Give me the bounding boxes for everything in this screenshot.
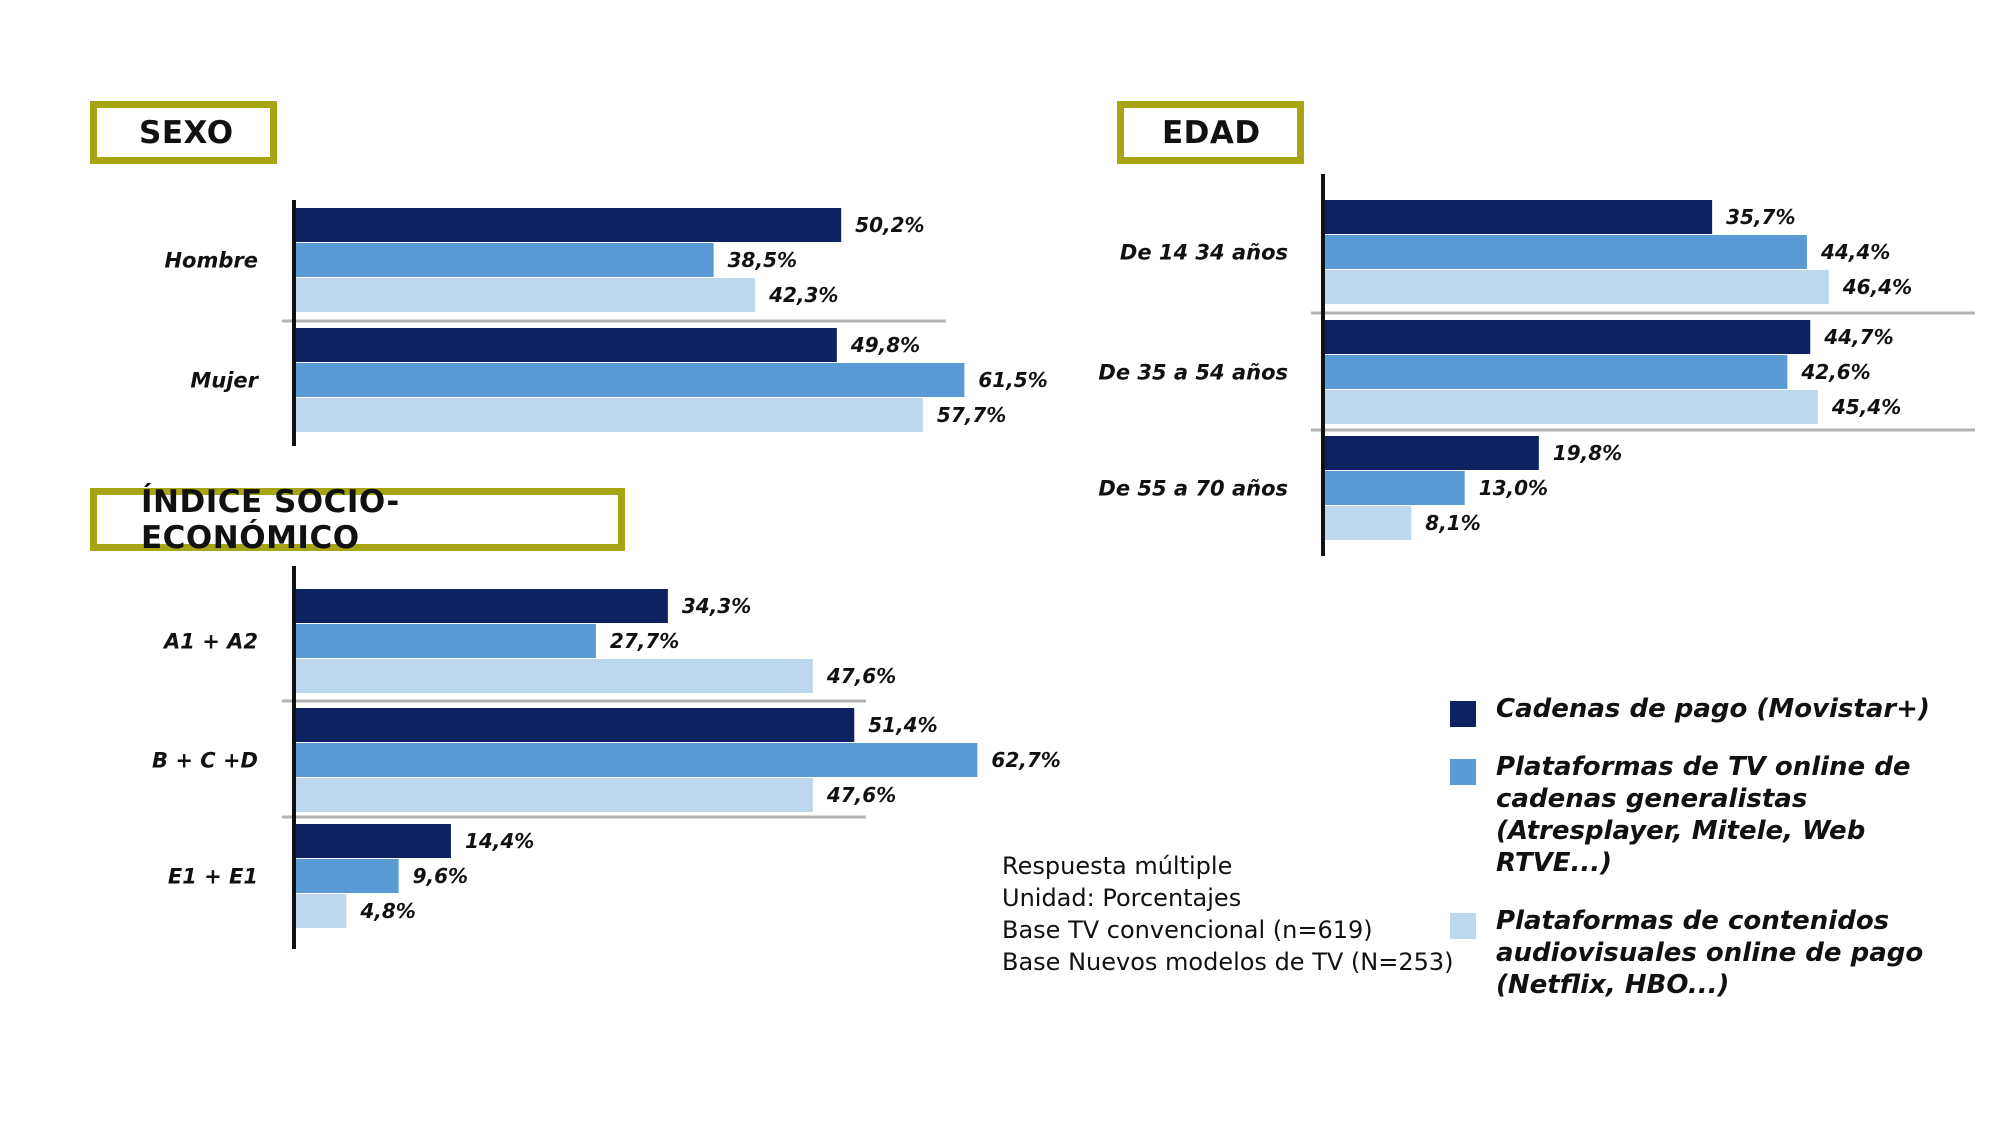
bar (294, 328, 837, 362)
category-label: A1 + A2 (162, 630, 258, 654)
bar (294, 743, 978, 777)
note-line: Unidad: Porcentajes (1002, 884, 1242, 912)
bar (1323, 355, 1788, 389)
data-label: 14,4% (465, 829, 534, 853)
category-label: Hombre (164, 249, 258, 273)
data-label: 44,4% (1820, 240, 1890, 264)
legend: Cadenas de pago (Movistar+) Plataformas … (1450, 693, 1970, 1027)
data-label: 42,6% (1800, 360, 1870, 384)
data-label: 42,3% (768, 283, 838, 307)
data-label: 49,8% (850, 333, 920, 357)
category-label: De 14 34 años (1120, 241, 1288, 265)
bar (294, 824, 451, 858)
data-label: 57,7% (937, 403, 1006, 427)
note-line: Respuesta múltiple (1002, 852, 1233, 880)
data-label: 34,3% (682, 594, 751, 618)
data-label: 13,0% (1479, 476, 1548, 500)
category-label: E1 + E1 (168, 865, 258, 889)
section-title-indice: ÍNDICE SOCIO-ECONÓMICO (141, 483, 400, 556)
data-label: 47,6% (826, 664, 896, 688)
section-title-edad: EDAD (1162, 114, 1261, 151)
bar (1323, 235, 1807, 269)
data-label: 27,7% (610, 629, 679, 653)
data-label: 4,8% (359, 899, 415, 923)
bar (1323, 320, 1811, 354)
bar (294, 859, 399, 893)
bar (294, 659, 813, 693)
legend-swatch (1450, 759, 1476, 785)
title-box-edad: EDAD (1117, 101, 1304, 164)
data-label: 19,8% (1553, 441, 1622, 465)
title-box-sexo: SEXO (90, 101, 277, 164)
category-label: B + C +D (152, 749, 258, 773)
category-label: Mujer (190, 369, 259, 393)
legend-item: Cadenas de pago (Movistar+) (1450, 693, 1970, 727)
bar (1323, 436, 1539, 470)
bar (1323, 471, 1465, 505)
bar (294, 778, 813, 812)
data-label: 51,4% (868, 713, 937, 737)
legend-swatch (1450, 701, 1476, 727)
data-label: 62,7% (991, 748, 1060, 772)
bar (1323, 390, 1818, 424)
data-label: 47,6% (826, 783, 896, 807)
legend-swatch (1450, 913, 1476, 939)
legend-label: Plataformas de TV online de cadenas gene… (1496, 752, 1911, 878)
note-line: Base TV convencional (n=619) (1002, 916, 1373, 944)
bar (294, 278, 756, 312)
legend-label: Plataformas de contenidos audiovisuales … (1496, 906, 1924, 1000)
data-label: 8,1% (1425, 511, 1480, 535)
legend-item: Plataformas de TV online de cadenas gene… (1450, 751, 1970, 879)
note-line: Base Nuevos modelos de TV (N=253) (1002, 948, 1454, 976)
legend-item: Plataformas de contenidos audiovisuales … (1450, 905, 1970, 1001)
category-label: De 35 a 54 años (1098, 361, 1288, 385)
data-label: 50,2% (855, 213, 924, 237)
bar (294, 243, 714, 277)
bar (1323, 270, 1829, 304)
bar (294, 624, 596, 658)
bar (294, 208, 842, 242)
data-label: 45,4% (1831, 395, 1901, 419)
category-label: De 55 a 70 años (1098, 477, 1288, 501)
bar (294, 894, 347, 928)
data-label: 38,5% (728, 248, 797, 272)
data-label: 9,6% (413, 864, 468, 888)
data-label: 35,7% (1726, 205, 1795, 229)
bar (294, 708, 855, 742)
notes-block: Respuesta múltiple Unidad: Porcentajes B… (1002, 850, 1454, 978)
legend-label: Cadenas de pago (Movistar+) (1496, 694, 1930, 724)
data-label: 46,4% (1842, 275, 1912, 299)
bar (294, 363, 965, 397)
data-label: 44,7% (1823, 325, 1893, 349)
section-title-sexo: SEXO (139, 114, 234, 151)
bar (294, 589, 668, 623)
title-box-indice: ÍNDICE SOCIO-ECONÓMICO (90, 484, 625, 556)
bar (1323, 506, 1412, 540)
data-label: 61,5% (978, 368, 1047, 392)
bar (1323, 200, 1713, 234)
bar (294, 398, 923, 432)
